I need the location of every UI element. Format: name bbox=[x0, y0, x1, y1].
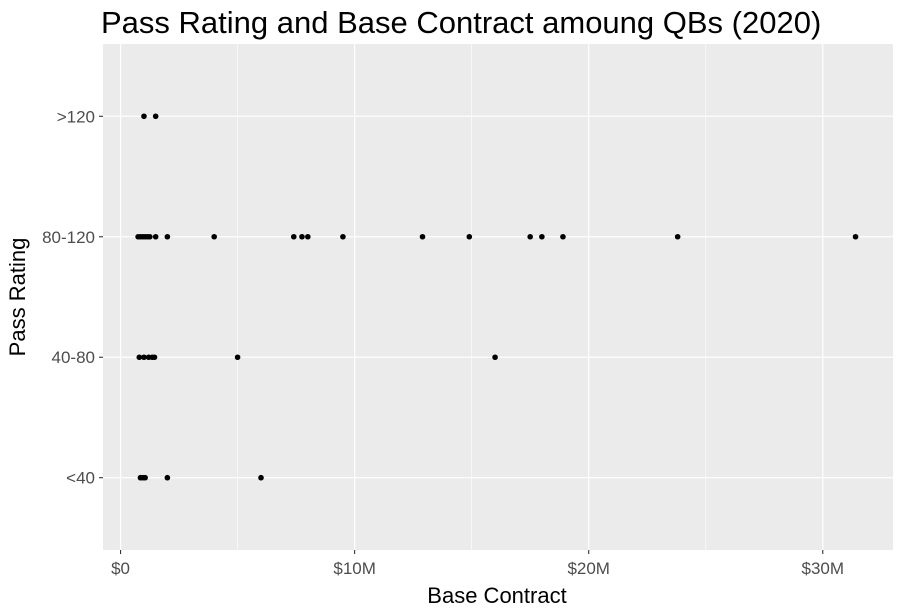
data-point bbox=[299, 233, 305, 240]
x-tick-label: $20M bbox=[567, 559, 610, 578]
data-point bbox=[151, 354, 158, 361]
data-point bbox=[539, 233, 545, 240]
data-point bbox=[258, 474, 264, 481]
x-tick-label: $30M bbox=[802, 559, 845, 578]
data-point bbox=[492, 354, 498, 361]
data-point bbox=[147, 233, 153, 240]
data-point bbox=[340, 233, 346, 240]
data-point bbox=[141, 113, 147, 120]
data-point bbox=[560, 233, 566, 240]
data-point bbox=[152, 113, 159, 120]
data-point bbox=[152, 233, 159, 240]
data-point bbox=[852, 233, 859, 240]
x-axis: $0 $10M $20M $30M bbox=[111, 550, 844, 578]
data-point bbox=[136, 354, 143, 361]
data-point bbox=[419, 233, 426, 240]
data-point bbox=[142, 474, 148, 481]
data-point bbox=[527, 233, 533, 240]
x-tick-label: $10M bbox=[333, 559, 376, 578]
data-point bbox=[141, 354, 147, 361]
data-point bbox=[674, 233, 681, 240]
chart-title: Pass Rating and Base Contract amoung QBs… bbox=[101, 5, 821, 40]
data-point bbox=[234, 354, 241, 361]
data-point bbox=[305, 233, 311, 240]
data-point bbox=[164, 474, 171, 481]
plot-panel bbox=[103, 44, 893, 550]
data-points bbox=[135, 113, 859, 481]
data-point bbox=[466, 233, 473, 240]
y-axis-title: Pass Rating bbox=[5, 238, 30, 357]
data-point bbox=[211, 233, 217, 240]
y-tick-label: >120 bbox=[57, 107, 95, 126]
grid-lines bbox=[103, 44, 893, 550]
y-tick-label: <40 bbox=[66, 469, 95, 488]
y-axis: <40 40-80 80-120 >120 bbox=[42, 107, 103, 488]
y-tick-label: 80-120 bbox=[42, 228, 95, 247]
data-point bbox=[164, 233, 171, 240]
y-tick-label: 40-80 bbox=[52, 348, 95, 367]
x-axis-title: Base Contract bbox=[427, 583, 566, 608]
data-point bbox=[290, 233, 297, 240]
x-tick-label: $0 bbox=[111, 559, 130, 578]
